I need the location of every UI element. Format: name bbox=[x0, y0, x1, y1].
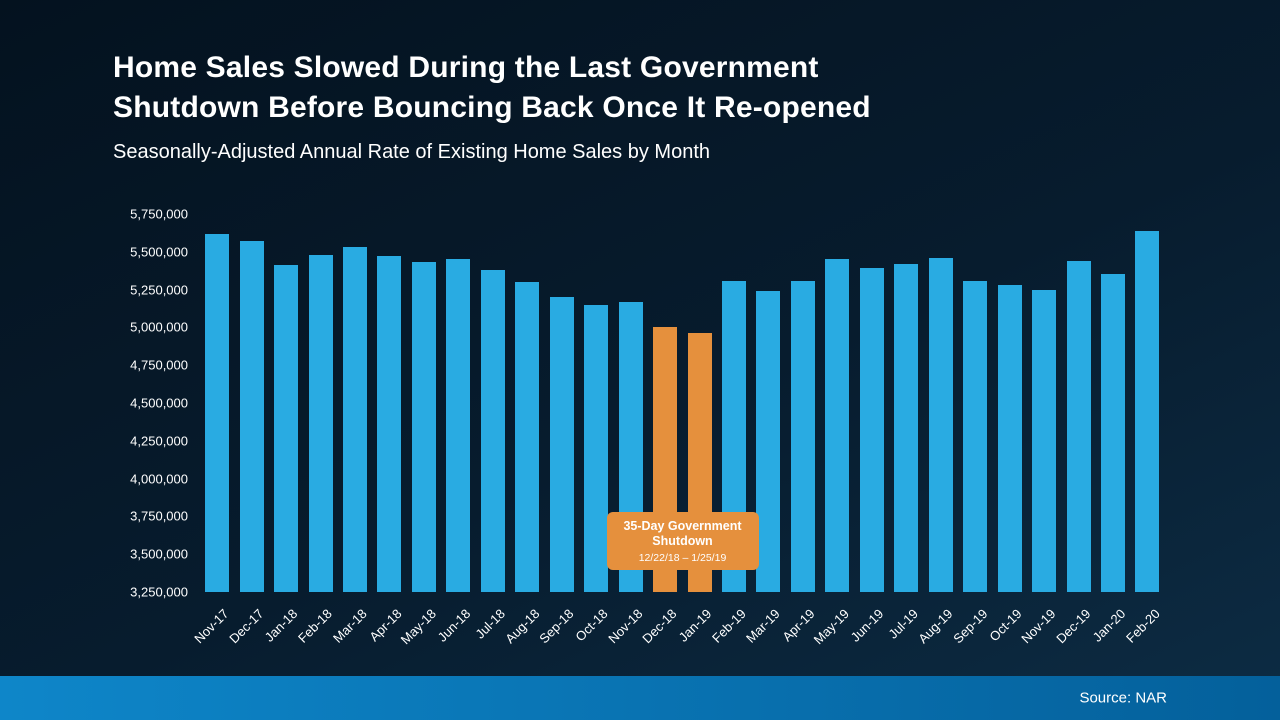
bar-Dec-19 bbox=[1066, 260, 1091, 592]
page-title-line-2: Shutdown Before Bouncing Back Once It Re… bbox=[113, 91, 871, 124]
bar-Mar-19 bbox=[756, 291, 781, 592]
annotation-title: 35-Day Government Shutdown bbox=[611, 519, 755, 549]
bar-Jan-20 bbox=[1101, 274, 1125, 592]
y-axis-label: 3,500,000 bbox=[130, 546, 188, 562]
y-axis-label: 3,750,000 bbox=[130, 508, 188, 524]
y-axis-label: 4,750,000 bbox=[130, 357, 188, 373]
x-axis-label-Sep-18: Sep-18 bbox=[536, 606, 577, 647]
y-axis-label: 4,000,000 bbox=[130, 471, 188, 487]
bar-Nov-17 bbox=[205, 233, 230, 592]
bar-Nov-19 bbox=[1032, 289, 1057, 592]
bar-Sep-19 bbox=[963, 280, 988, 592]
x-axis-label-Feb-20: Feb-20 bbox=[1122, 606, 1163, 646]
x-axis-label-Jun-18: Jun-18 bbox=[434, 606, 474, 645]
x-axis-label-Nov-17: Nov-17 bbox=[191, 606, 232, 647]
x-axis-label-Aug-18: Aug-18 bbox=[501, 606, 543, 647]
bar-Aug-19 bbox=[928, 257, 953, 592]
x-axis-label-Jan-20: Jan-20 bbox=[1089, 606, 1128, 645]
annotation-title-line-2: Shutdown bbox=[652, 534, 713, 548]
bar-Apr-18 bbox=[377, 256, 402, 592]
x-axis-label-Dec-17: Dec-17 bbox=[226, 606, 267, 647]
y-axis-label: 5,500,000 bbox=[130, 244, 188, 260]
annotation-dates: 12/22/18 – 1/25/19 bbox=[638, 552, 727, 564]
bar-Aug-18 bbox=[515, 282, 540, 592]
bar-May-18 bbox=[411, 262, 436, 592]
x-axis-label-Feb-19: Feb-19 bbox=[709, 606, 749, 646]
bar-Oct-19 bbox=[997, 285, 1022, 592]
bar-Apr-19 bbox=[790, 280, 815, 592]
y-axis-label: 4,250,000 bbox=[130, 433, 188, 449]
x-axis-label-Nov-19: Nov-19 bbox=[1018, 606, 1059, 647]
y-axis-label: 5,250,000 bbox=[130, 282, 188, 298]
y-axis-label: 5,750,000 bbox=[130, 206, 188, 222]
x-axis-label-Oct-18: Oct-18 bbox=[572, 606, 611, 645]
x-axis-label-Oct-19: Oct-19 bbox=[986, 606, 1025, 645]
bar-Jun-18 bbox=[446, 259, 471, 592]
bar-Dec-17 bbox=[239, 241, 264, 592]
annotation-title-line-1: 35-Day Government bbox=[623, 519, 742, 533]
x-axis-label-Dec-19: Dec-19 bbox=[1053, 606, 1094, 647]
bar-Sep-18 bbox=[549, 297, 574, 592]
bar-Jan-18 bbox=[274, 265, 299, 592]
bar-Jul-19 bbox=[894, 263, 919, 592]
x-axis-label-Jan-19: Jan-19 bbox=[675, 606, 715, 645]
page-title-line-1: Home Sales Slowed During the Last Govern… bbox=[113, 51, 819, 84]
page-subtitle: Seasonally-Adjusted Annual Rate of Exist… bbox=[113, 141, 711, 163]
bar-Jun-19 bbox=[859, 268, 884, 592]
bar-Mar-18 bbox=[343, 247, 368, 592]
bar-Jul-18 bbox=[480, 269, 505, 592]
x-axis-label-Feb-18: Feb-18 bbox=[295, 606, 336, 646]
x-axis-label-Mar-18: Mar-18 bbox=[329, 606, 370, 646]
bar-Oct-18 bbox=[584, 304, 609, 592]
x-axis-label-May-19: May-19 bbox=[810, 606, 853, 648]
x-axis-label-Nov-18: Nov-18 bbox=[605, 606, 646, 647]
source-text: Source: NAR bbox=[1079, 689, 1167, 707]
x-axis-label-Aug-19: Aug-19 bbox=[915, 606, 956, 647]
y-axis: 3,250,000 3,500,000 3,750,000 4,000,000 4,25… bbox=[0, 207, 188, 600]
x-axis-label-Mar-19: Mar-19 bbox=[743, 606, 784, 646]
bar-May-19 bbox=[825, 259, 850, 592]
x-axis-label-Jan-18: Jan-18 bbox=[262, 606, 301, 645]
x-axis: Nov-17 Dec-17 Jan-18 Feb-18 Mar-18 Apr-18 May-… bbox=[192, 600, 1165, 672]
x-axis-label-May-18: May-18 bbox=[397, 606, 439, 648]
x-axis-label-Apr-18: Apr-18 bbox=[365, 606, 405, 645]
y-axis-label: 5,000,000 bbox=[130, 319, 188, 335]
y-axis-label: 3,250,000 bbox=[130, 584, 188, 600]
x-axis-label-Jun-19: Jun-19 bbox=[847, 606, 887, 645]
footer-bar: Source: NAR bbox=[0, 676, 1280, 720]
y-axis-label: 4,500,000 bbox=[130, 395, 188, 411]
bar-Feb-20 bbox=[1135, 230, 1160, 592]
shutdown-annotation: 35-Day Government Shutdown 12/22/18 – 1/… bbox=[606, 512, 759, 570]
x-axis-label-Dec-18: Dec-18 bbox=[639, 606, 680, 647]
bar-Feb-18 bbox=[308, 254, 333, 592]
page-title: Home Sales Slowed During the Last Govern… bbox=[113, 48, 1113, 128]
plot-area: 35-Day Government Shutdown 12/22/18 – 1/… bbox=[200, 214, 1165, 592]
x-axis-label-Sep-19: Sep-19 bbox=[949, 606, 991, 647]
